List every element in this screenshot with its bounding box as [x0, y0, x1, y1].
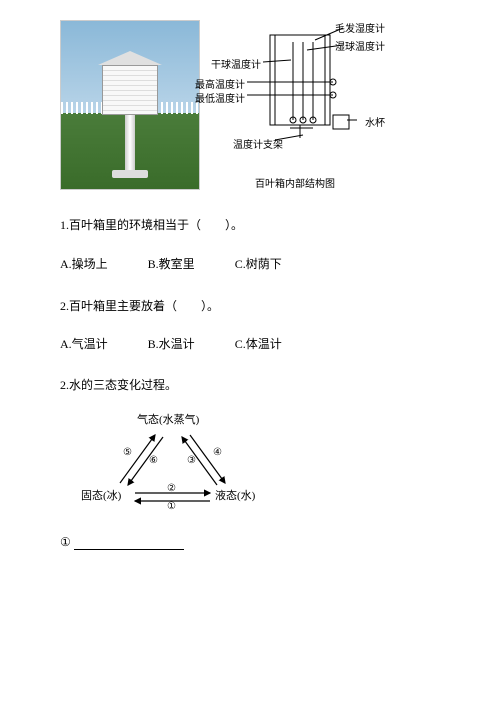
node-liquid: 液态(水): [215, 487, 255, 503]
num-3: ③: [187, 455, 196, 466]
q1-options: A.操场上 B.教室里 C.树荫下: [60, 255, 440, 272]
label-max: 最高温度计: [195, 76, 245, 91]
node-solid: 固态(冰): [81, 487, 121, 503]
label-cup: 水杯: [365, 114, 385, 129]
label-wet: 湿球温度计: [335, 38, 385, 53]
internal-structure-diagram: 毛发湿度计 湿球温度计 干球温度计 最高温度计 最低温度计 水杯 温度计支架 百…: [215, 20, 385, 195]
photo-screen-unit: [100, 51, 160, 178]
water-states-triangle: 气态(水蒸气) 固态(冰) 液态(水) ① ② ③ ④ ⑤ ⑥: [75, 405, 275, 515]
num-2: ②: [167, 483, 176, 494]
q1-option-a: A.操场上: [60, 255, 108, 272]
num-6: ⑥: [149, 455, 158, 466]
label-stand: 温度计支架: [233, 136, 283, 151]
node-gas: 气态(水蒸气): [137, 411, 199, 427]
question-1: 1.百叶箱里的环境相当于（ ）。: [60, 215, 440, 237]
q1-text: 1.百叶箱里的环境相当于（ ）。: [60, 218, 243, 232]
q2-option-b: B.水温计: [148, 335, 195, 352]
q1-option-c: C.树荫下: [235, 255, 282, 272]
num-1: ①: [167, 501, 176, 512]
q2-option-c: C.体温计: [235, 335, 282, 352]
num-4: ④: [213, 447, 222, 458]
section-2-title: 2.水的三态变化过程。: [60, 376, 440, 393]
q2-options: A.气温计 B.水温计 C.体温计: [60, 335, 440, 352]
answer-1-blank[interactable]: [74, 538, 184, 550]
label-min: 最低温度计: [195, 90, 245, 105]
photo-base: [112, 170, 148, 178]
louver-box-photo: [60, 20, 200, 190]
q1-option-b: B.教室里: [148, 255, 195, 272]
q2-text: 2.百叶箱里主要放着（ ）。: [60, 299, 219, 313]
photo-louvers: [102, 65, 158, 115]
num-5: ⑤: [123, 447, 132, 458]
answer-1-label: ①: [60, 535, 71, 549]
photo-roof: [98, 51, 162, 65]
question-2: 2.百叶箱里主要放着（ ）。: [60, 296, 440, 318]
label-hair: 毛发湿度计: [335, 20, 385, 35]
q2-option-a: A.气温计: [60, 335, 108, 352]
label-dry: 干球温度计: [211, 56, 261, 71]
answer-1: ①: [60, 535, 440, 550]
diagram-caption: 百叶箱内部结构图: [255, 175, 335, 190]
photo-stand: [125, 115, 135, 170]
figures-row: 毛发湿度计 湿球温度计 干球温度计 最高温度计 最低温度计 水杯 温度计支架 百…: [60, 20, 440, 195]
